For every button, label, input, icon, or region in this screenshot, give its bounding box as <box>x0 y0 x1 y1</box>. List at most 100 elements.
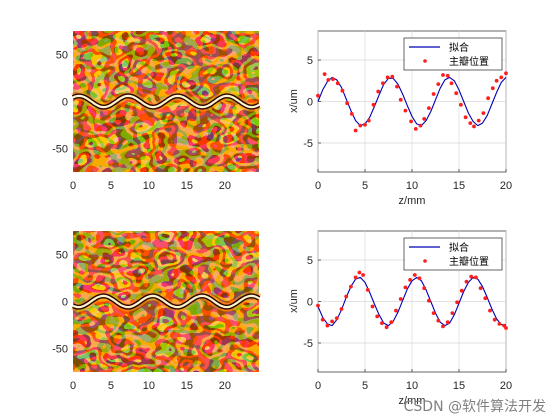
data-point <box>445 320 450 325</box>
x-tick-label: 20 <box>219 380 231 392</box>
data-point <box>326 78 331 82</box>
data-point <box>395 84 399 89</box>
legend-points-label: 主瓣位置 <box>449 55 489 68</box>
data-point <box>422 286 427 291</box>
series-layer <box>316 270 508 330</box>
data-point <box>349 112 354 116</box>
data-point <box>316 93 320 98</box>
data-point <box>431 92 436 96</box>
axis-ticks: 0 5 10 15 20 5 0 -5 <box>303 255 512 392</box>
data-point <box>449 81 454 86</box>
data-point <box>417 276 422 281</box>
data-point <box>469 274 474 279</box>
data-point <box>413 126 418 131</box>
data-point <box>409 119 413 124</box>
y-tick-label: -50 <box>52 344 68 356</box>
data-point <box>325 323 330 328</box>
x-tick-label: 5 <box>108 180 114 192</box>
data-point <box>331 77 335 81</box>
legend-fit-label: 拟合 <box>449 41 469 54</box>
x-tick-label: 15 <box>181 180 193 192</box>
data-point <box>478 286 483 291</box>
data-point <box>398 297 403 301</box>
data-point <box>445 73 450 78</box>
bright-ridge <box>71 291 262 312</box>
data-point <box>353 275 358 280</box>
y-axis-label: x/um <box>288 89 300 113</box>
data-point <box>345 101 349 106</box>
data-point <box>403 285 408 290</box>
data-point <box>316 303 320 308</box>
y-tick-label: 0 <box>307 97 313 109</box>
legend-fit-label: 拟合 <box>449 241 469 254</box>
x-axis-label: z/mm <box>399 195 426 207</box>
data-point <box>357 270 362 275</box>
series-layer <box>316 71 508 133</box>
y-tick-label: -5 <box>303 338 313 350</box>
legend-point-marker <box>423 59 427 63</box>
heatmap-top: 0 5 10 15 20 50 0 -50 <box>52 31 262 192</box>
data-point <box>472 124 476 129</box>
data-point <box>320 317 325 322</box>
legend-point-marker <box>423 259 427 263</box>
data-point <box>441 73 445 77</box>
data-point <box>330 319 334 324</box>
data-point <box>339 307 344 311</box>
y-tick-label: 50 <box>56 250 68 262</box>
y-tick-label: 5 <box>307 55 313 67</box>
data-point <box>412 273 417 277</box>
legend-points-label: 主瓣位置 <box>449 255 489 268</box>
data-point <box>370 304 375 309</box>
x-tick-label: 0 <box>70 380 76 392</box>
data-point <box>371 102 376 107</box>
data-point <box>366 118 371 123</box>
data-point <box>398 97 403 102</box>
x-axis-label: z/mm <box>399 395 426 407</box>
data-point <box>436 82 441 86</box>
fit-plot-bottom: 0 5 10 15 20 5 0 -5 z/mm x/um 拟合 主瓣位置 <box>288 230 512 407</box>
data-point <box>334 316 339 320</box>
data-point <box>494 78 499 83</box>
x-tick-label: 10 <box>406 380 418 392</box>
data-point <box>385 75 390 80</box>
x-tick-label: 0 <box>315 380 321 392</box>
heatmap-bottom: 0 5 10 15 20 50 0 -50 <box>52 231 262 392</box>
fit-plot-top: 0 5 10 15 20 5 0 -5 z/mm x/um 拟合 主瓣位置 <box>288 30 512 207</box>
x-tick-label: 5 <box>362 380 368 392</box>
y-tick-label: 0 <box>62 297 68 309</box>
data-point <box>483 296 488 301</box>
data-point <box>476 118 481 123</box>
data-point <box>390 74 395 79</box>
data-point <box>353 128 358 133</box>
data-point <box>340 88 345 93</box>
data-point <box>381 81 385 86</box>
data-point <box>459 288 464 293</box>
data-point <box>454 91 459 96</box>
x-tick-label: 10 <box>406 180 418 192</box>
x-tick-label: 15 <box>453 180 465 192</box>
legend: 拟合 主瓣位置 <box>403 237 503 271</box>
data-point <box>497 322 502 326</box>
data-point <box>394 308 398 313</box>
grid-lines <box>317 231 507 372</box>
data-point <box>322 72 327 76</box>
legend: 拟合 主瓣位置 <box>403 37 503 71</box>
data-point <box>474 275 478 280</box>
x-tick-label: 20 <box>500 380 512 392</box>
bright-ridge <box>71 91 262 112</box>
data-point <box>335 81 340 86</box>
data-point <box>384 325 389 330</box>
x-tick-label: 0 <box>70 180 76 192</box>
x-tick-label: 10 <box>143 380 155 392</box>
data-point <box>463 115 468 120</box>
ridge-line <box>72 94 260 109</box>
data-point <box>504 326 508 330</box>
data-point <box>427 298 431 303</box>
ridge-line <box>72 294 260 309</box>
data-point <box>422 117 427 121</box>
y-tick-label: 0 <box>307 297 313 309</box>
axis-ticks: 0 5 10 15 20 5 0 -5 <box>303 55 512 192</box>
y-axis-label: x/um <box>288 289 300 313</box>
data-point <box>363 122 367 127</box>
data-point <box>365 288 370 292</box>
